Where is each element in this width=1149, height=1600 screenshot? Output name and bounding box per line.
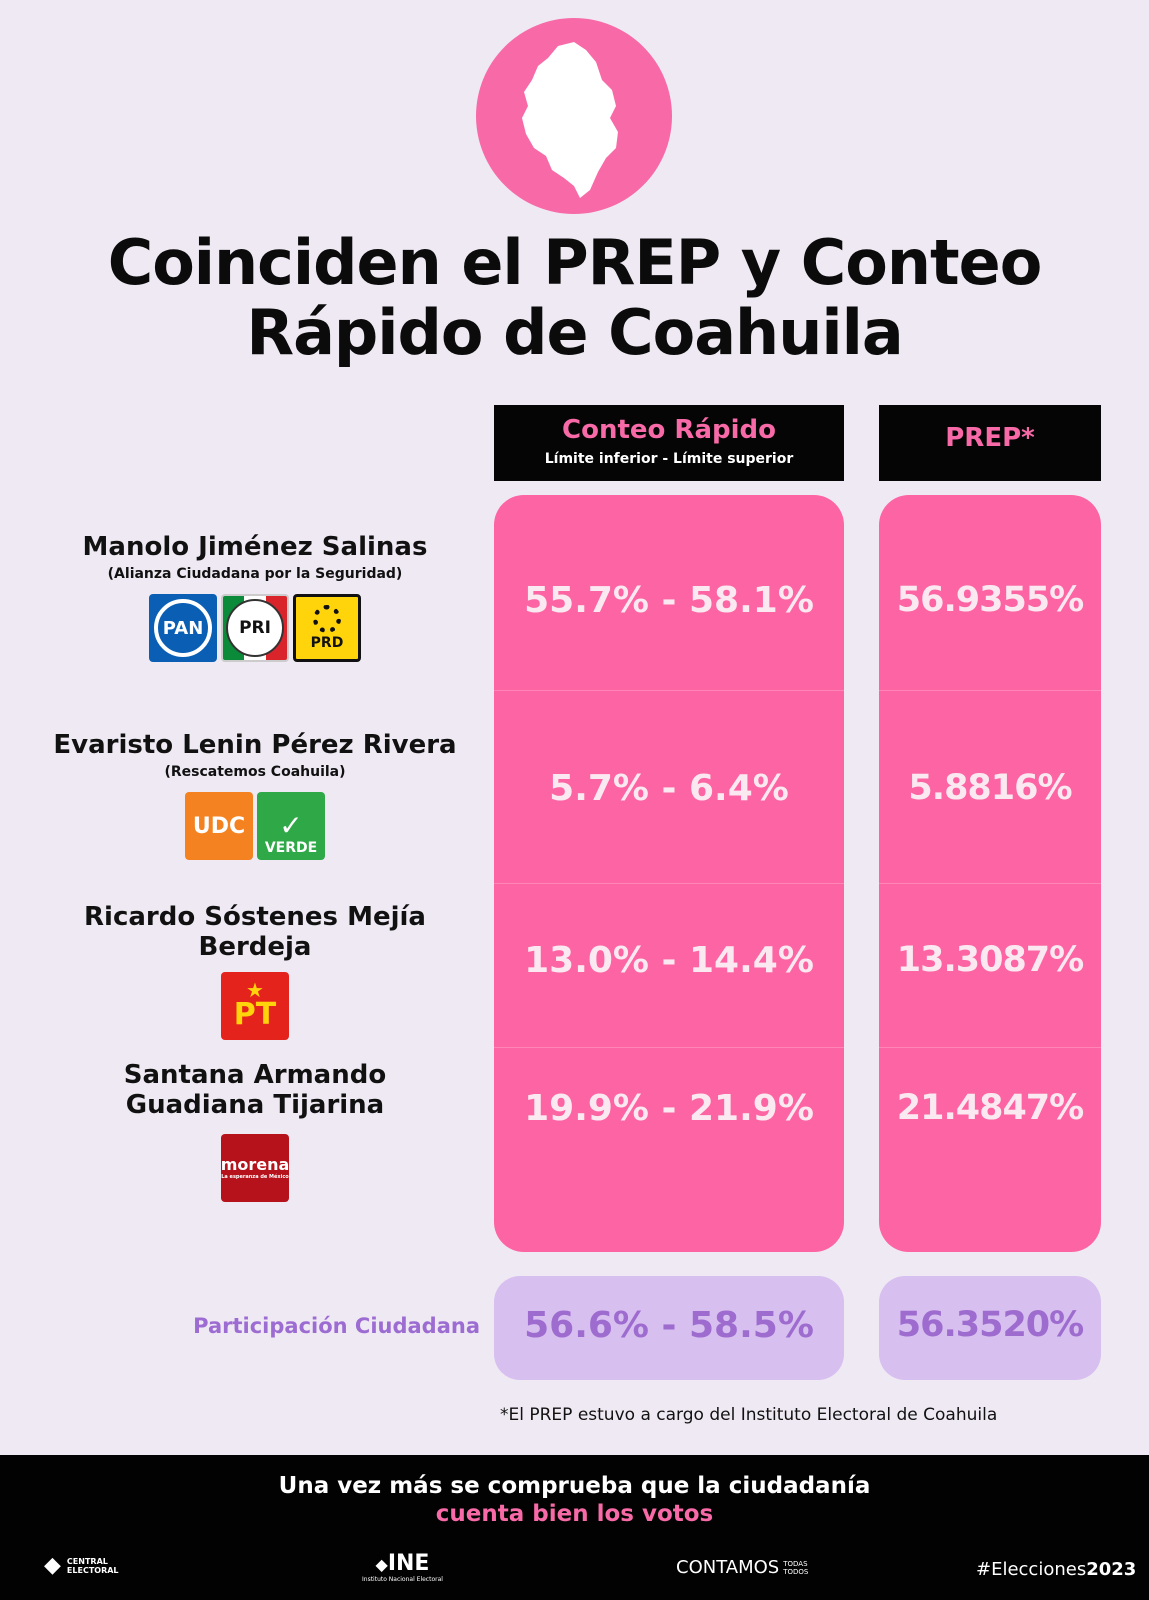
pan-logo: PAN — [149, 594, 217, 662]
ine-logo: ◆INE Instituto Nacional Electoral — [362, 1551, 443, 1584]
candidate-name: Manolo Jiménez Salinas — [82, 532, 428, 562]
candidate-1: Manolo Jiménez Salinas (Alianza Ciudadan… — [40, 532, 470, 662]
coahuila-map-icon — [522, 42, 618, 198]
prep-title: PREP* — [945, 423, 1035, 453]
participation-label: Participación Ciudadana — [193, 1314, 480, 1338]
participation-conteo-box — [494, 1276, 844, 1380]
contamos-logo: CONTAMOS TODAS TODOS — [676, 1557, 809, 1578]
central-electoral-logo: ◆ CENTRAL ELECTORAL — [44, 1553, 119, 1578]
udc-logo: UDC — [185, 792, 253, 860]
pri-logo: PRI — [221, 594, 289, 662]
conteo-value-4: 19.9% - 21.9% — [524, 1088, 814, 1129]
candidate-name: Ricardo Sóstenes Mejía Berdeja — [84, 902, 426, 962]
candidate-3: Ricardo Sóstenes Mejía Berdeja ★ PT — [30, 902, 480, 1040]
central-electoral-icon: ◆ — [44, 1553, 61, 1578]
conteo-column — [494, 495, 844, 1252]
morena-logo: morena La esperanza de México — [221, 1134, 289, 1202]
participation-prep-box — [879, 1276, 1101, 1380]
ine-icon: ◆ — [375, 1555, 388, 1574]
pt-logo: ★ PT — [221, 972, 289, 1040]
prep-value-1: 56.9355% — [896, 580, 1084, 620]
candidate-name-line1: Santana Armando — [123, 1060, 387, 1090]
conteo-value-3: 13.0% - 14.4% — [524, 940, 814, 981]
hashtag: #Elecciones2023 — [976, 1559, 1137, 1580]
verde-logo: ✓ VERDE — [257, 792, 325, 860]
footer: Una vez más se comprueba que la ciudadan… — [0, 1455, 1149, 1600]
candidate-2: Evaristo Lenin Pérez Rivera (Rescatemos … — [40, 730, 470, 860]
conteo-title: Conteo Rápido — [562, 415, 776, 445]
star-icon: ★ — [246, 978, 264, 1002]
sun-icon — [313, 605, 341, 633]
prep-value-3: 13.3087% — [896, 940, 1084, 980]
header-conteo-rapido: Conteo Rápido Límite inferior - Límite s… — [494, 405, 844, 481]
prd-logo: PRD — [293, 594, 361, 662]
prep-value-4: 21.4847% — [896, 1088, 1084, 1128]
candidate-coalition: (Rescatemos Coahuila) — [164, 764, 346, 780]
participation-prep-value: 56.3520% — [896, 1305, 1084, 1345]
candidate-coalition: (Alianza Ciudadana por la Seguridad) — [107, 566, 403, 582]
participation-conteo-value: 56.6% - 58.5% — [524, 1305, 814, 1346]
toucan-icon: ✓ — [279, 809, 303, 842]
candidate-name: Evaristo Lenin Pérez Rivera — [53, 730, 457, 760]
prep-column — [879, 495, 1101, 1252]
state-map-badge — [476, 18, 672, 214]
footer-message-line1: Una vez más se comprueba que la ciudadan… — [278, 1473, 871, 1499]
conteo-subtitle: Límite inferior - Límite superior — [544, 451, 794, 467]
candidate-name-line2: Guadiana Tijarina — [125, 1090, 385, 1120]
prep-value-2: 5.8816% — [908, 768, 1072, 808]
conteo-value-1: 55.7% - 58.1% — [524, 580, 814, 621]
footnote: *El PREP estuvo a cargo del Instituto El… — [500, 1405, 998, 1425]
conteo-value-2: 5.7% - 6.4% — [549, 768, 789, 809]
page-title: Coinciden el PREP y Conteo Rápido de Coa… — [107, 226, 1043, 369]
header-prep: PREP* — [879, 405, 1101, 481]
candidate-4: Santana Armando Guadiana Tijarina morena… — [40, 1060, 470, 1202]
footer-message-line2: cuenta bien los votos — [435, 1501, 714, 1527]
